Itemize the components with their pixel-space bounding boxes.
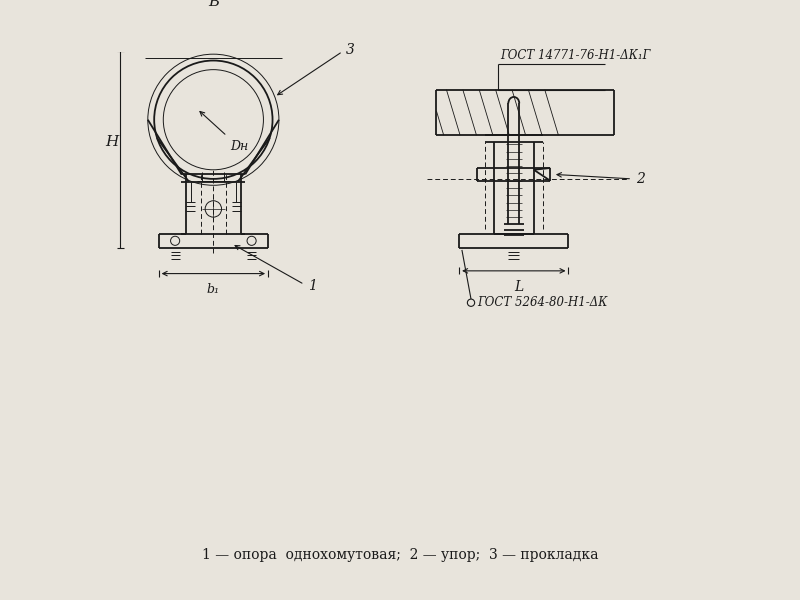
Text: H: H	[105, 135, 118, 149]
Text: ГОСТ 14771-76-Н1-ΔК₁Г: ГОСТ 14771-76-Н1-ΔК₁Г	[500, 49, 650, 62]
Text: b₁: b₁	[207, 283, 220, 296]
Text: 1 — опора  однохомутовая;  2 — упор;  3 — прокладка: 1 — опора однохомутовая; 2 — упор; 3 — п…	[202, 548, 598, 562]
Text: ГОСТ 5264-80-Н1-ΔК: ГОСТ 5264-80-Н1-ΔК	[478, 296, 608, 309]
Text: Dн: Dн	[230, 140, 248, 153]
Text: 3: 3	[346, 43, 355, 56]
Text: 2: 2	[636, 172, 645, 186]
Text: B: B	[208, 0, 219, 8]
Text: 1: 1	[308, 280, 317, 293]
Text: L: L	[514, 280, 523, 294]
